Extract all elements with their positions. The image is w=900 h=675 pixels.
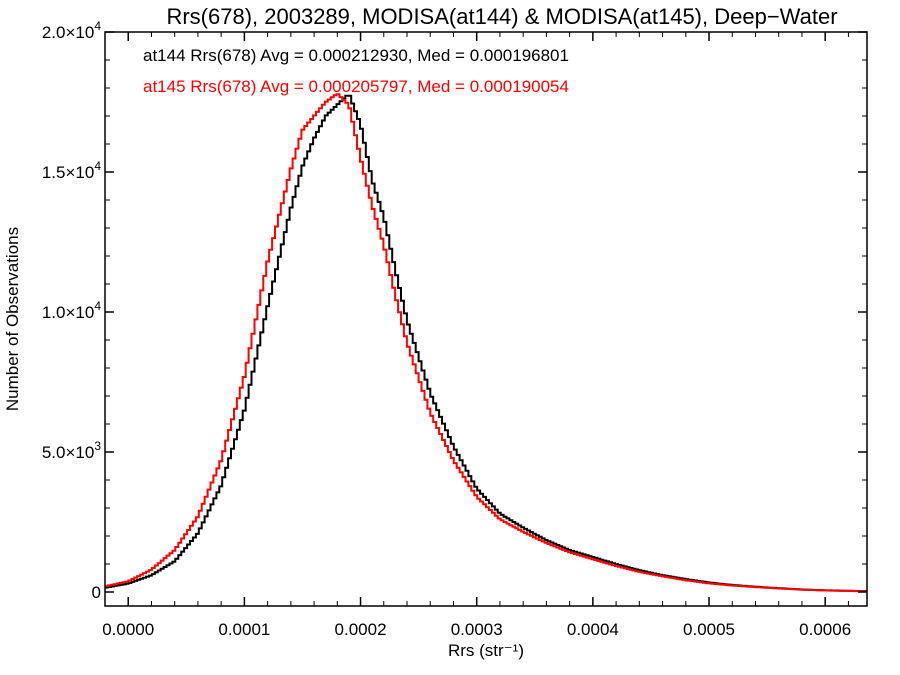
x-tick-label: 0.0001 xyxy=(218,620,270,639)
x-axis-ticks: 0.0000 0.0001 0.0002 0.0003 0.0004 0.0005 0.00… xyxy=(102,32,851,639)
x-tick-label: 0.0000 xyxy=(102,620,154,639)
x-tick-label: 0.0002 xyxy=(335,620,387,639)
y-tick-label: 1.5×104 xyxy=(42,159,101,182)
chart-title: Rrs(678), 2003289, MODISA(at144) & MODIS… xyxy=(166,4,837,29)
y-axis-label: Number of Observations xyxy=(3,227,22,411)
annotation-at145: at145 Rrs(678) Avg = 0.000205797, Med = … xyxy=(143,77,569,96)
plot-frame xyxy=(104,31,868,607)
x-tick-label: 0.0005 xyxy=(683,620,735,639)
y-tick-label: 2.0×104 xyxy=(42,19,101,42)
series-layer xyxy=(105,93,867,593)
y-tick-label: 1.0×104 xyxy=(42,299,101,322)
x-tick-label: 0.0004 xyxy=(567,620,619,639)
series-line-at145 xyxy=(105,93,867,593)
y-tick-label: 0 xyxy=(92,583,101,602)
annotation-at144: at144 Rrs(678) Avg = 0.000212930, Med = … xyxy=(143,46,569,65)
y-axis-ticks: 0 5.0×103 1.0×104 1.5×104 2.0×104 xyxy=(42,19,867,602)
x-tick-label: 0.0003 xyxy=(451,620,503,639)
x-tick-label: 0.0006 xyxy=(799,620,851,639)
y-tick-label: 5.0×103 xyxy=(42,439,101,462)
x-axis-label: Rrs (str⁻¹) xyxy=(448,641,524,660)
